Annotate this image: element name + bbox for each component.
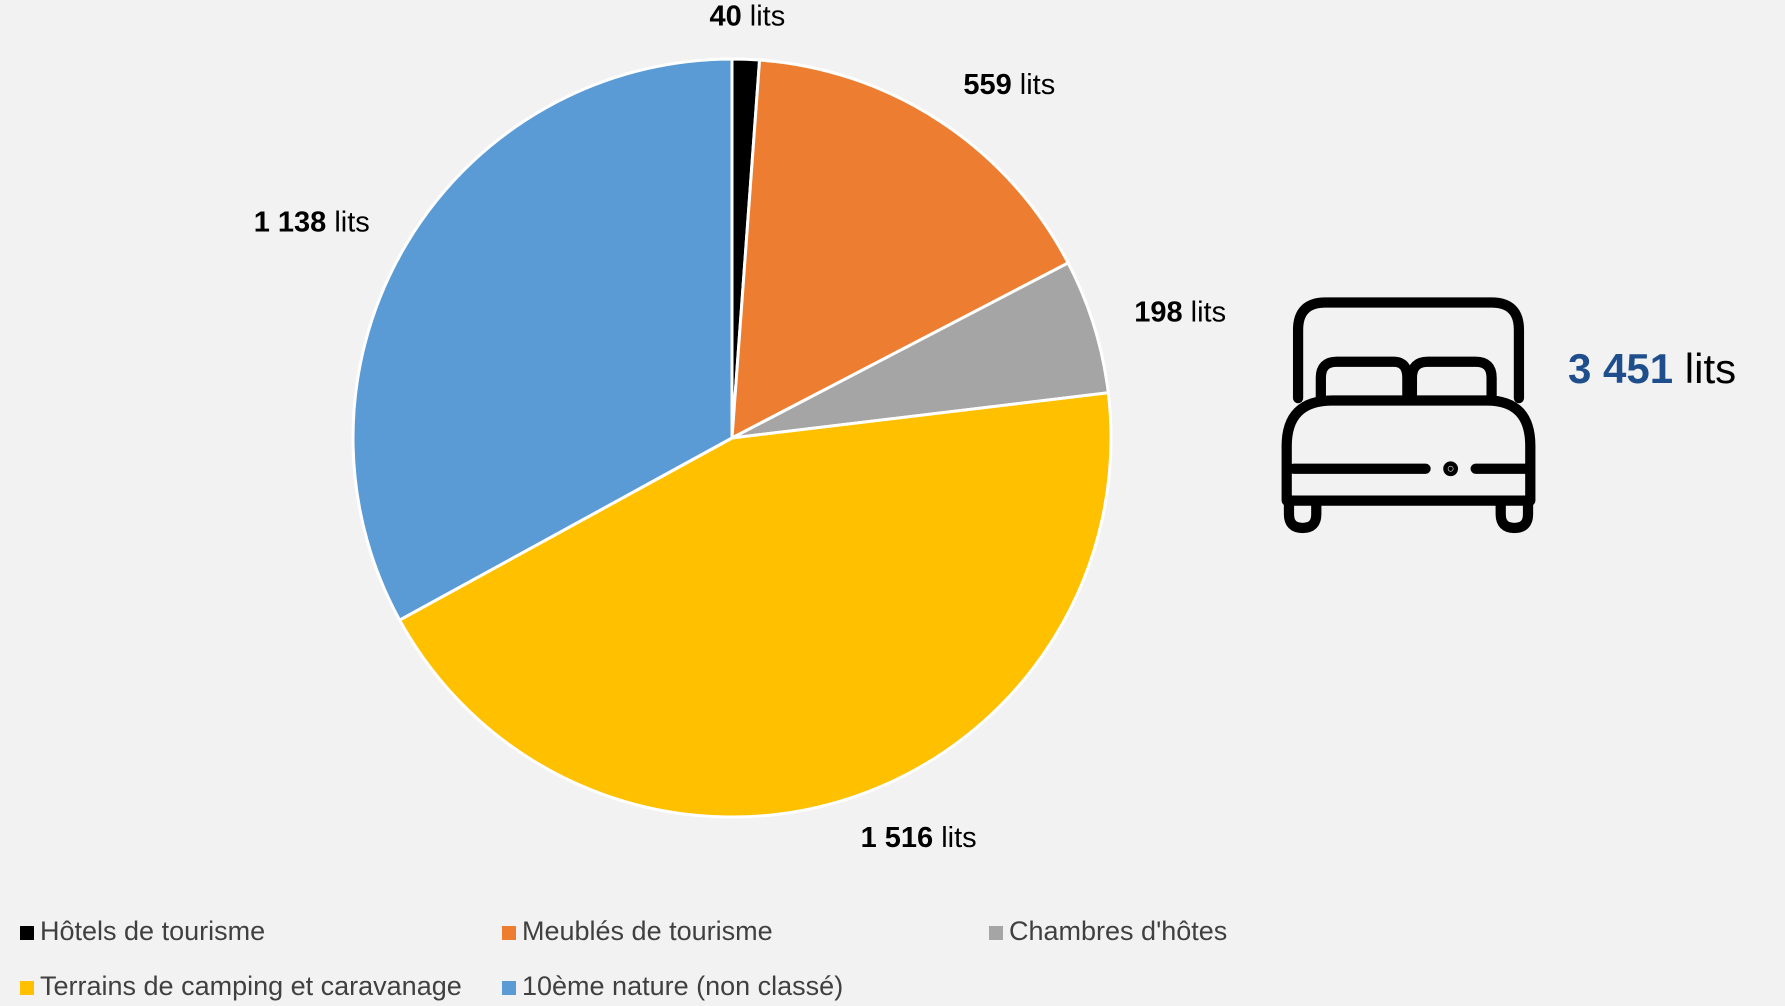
legend-swatch (20, 926, 34, 940)
pie-slice (351, 57, 734, 623)
data-label: 40 lits (709, 0, 785, 32)
legend-swatch (20, 981, 34, 995)
bed-icon (1281, 297, 1536, 534)
pie-slice (731, 260, 1110, 440)
legend-label: Chambres d'hôtes (1009, 916, 1227, 946)
data-label: 198 lits (1134, 296, 1226, 328)
data-label: 559 lits (963, 69, 1055, 101)
total-label: 3 451 lits (1568, 345, 1736, 392)
legend-label: Terrains de camping et caravanage (40, 971, 462, 1001)
data-label: 1 138 lits (254, 206, 370, 238)
legend-label: 10ème nature (non classé) (522, 971, 843, 1001)
pie-slice (730, 58, 1071, 441)
legend-swatch (502, 981, 516, 995)
pie-slice (397, 391, 1113, 819)
data-label: 1 516 lits (861, 822, 977, 854)
legend-swatch (989, 926, 1003, 940)
legend-swatch (502, 926, 516, 940)
legend-label: Hôtels de tourisme (40, 916, 265, 946)
legend-label: Meublés de tourisme (522, 916, 773, 946)
